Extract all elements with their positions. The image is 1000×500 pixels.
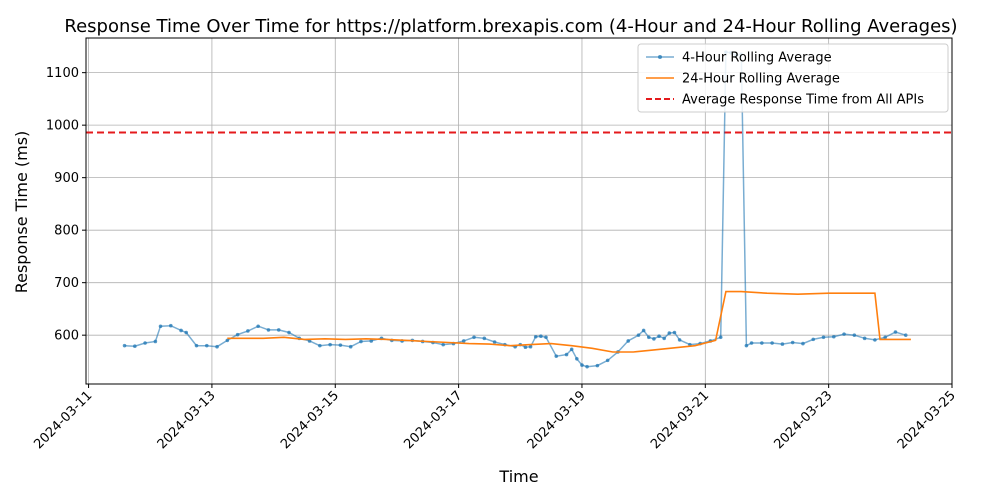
x-tick-label: 2024-03-21 xyxy=(648,388,712,452)
data-point xyxy=(122,343,127,348)
data-point xyxy=(811,337,816,342)
data-point xyxy=(821,335,826,340)
data-point xyxy=(533,334,538,339)
data-point xyxy=(667,331,672,335)
data-point xyxy=(544,335,548,340)
series-layer xyxy=(122,50,911,369)
data-point xyxy=(744,343,749,348)
plot-frame xyxy=(85,37,953,385)
data-point xyxy=(441,342,445,347)
data-point xyxy=(595,363,600,368)
x-axis-label: Time xyxy=(498,467,538,486)
y-tick-label: 1000 xyxy=(46,119,79,134)
y-axis-ticks: 600 700 800 900 1000 1100 xyxy=(46,66,86,344)
data-point xyxy=(852,333,857,337)
data-point xyxy=(626,339,631,343)
data-point xyxy=(482,336,487,341)
data-point xyxy=(133,344,137,348)
data-point xyxy=(328,342,332,347)
data-point xyxy=(893,330,898,334)
data-point xyxy=(780,342,785,346)
y-tick-label: 800 xyxy=(54,224,79,239)
data-point xyxy=(842,332,846,336)
data-point xyxy=(158,324,163,329)
x-tick-label: 2024-03-11 xyxy=(31,388,95,452)
data-point xyxy=(636,333,641,337)
data-point xyxy=(143,341,147,345)
x-tick-label: 2024-03-23 xyxy=(771,388,835,452)
data-point xyxy=(215,344,219,349)
legend-label: Average Response Time from All APIs xyxy=(682,93,924,108)
data-point xyxy=(369,339,374,343)
data-point xyxy=(348,344,353,349)
y-tick-label: 1100 xyxy=(46,66,79,81)
data-point xyxy=(554,354,559,358)
data-point xyxy=(790,340,795,345)
series-line-2 xyxy=(227,290,911,353)
data-point xyxy=(883,335,887,340)
data-point xyxy=(672,330,677,335)
data-point xyxy=(194,343,199,348)
legend-label: 24-Hour Rolling Average xyxy=(682,72,840,87)
data-point xyxy=(801,341,805,346)
data-point xyxy=(575,356,579,361)
x-tick-label: 2024-03-25 xyxy=(895,388,959,452)
data-point xyxy=(677,338,682,342)
data-point xyxy=(266,328,271,332)
data-point xyxy=(184,330,189,335)
data-point xyxy=(641,328,646,333)
data-point xyxy=(256,324,260,329)
data-point xyxy=(585,364,589,369)
data-point xyxy=(492,340,497,344)
legend-label: 4-Hour Rolling Average xyxy=(682,51,832,66)
x-tick-label: 2024-03-17 xyxy=(401,388,465,452)
data-point xyxy=(225,338,230,343)
data-point xyxy=(528,344,533,349)
data-point xyxy=(287,330,291,335)
data-point xyxy=(564,352,569,357)
data-point xyxy=(569,347,574,352)
x-tick-label: 2024-03-15 xyxy=(278,388,342,452)
data-point xyxy=(873,338,877,342)
x-tick-label: 2024-03-19 xyxy=(525,388,589,452)
data-point xyxy=(523,345,528,350)
y-tick-label: 700 xyxy=(54,276,79,291)
data-point xyxy=(749,341,754,345)
x-axis-ticks: 2024-03-11 2024-03-13 2024-03-15 2024-03-17… xyxy=(31,384,959,452)
data-point xyxy=(153,339,158,344)
y-axis-label: Response Time (ms) xyxy=(12,131,31,294)
data-point xyxy=(169,323,173,328)
data-point xyxy=(276,328,281,332)
data-point xyxy=(770,341,774,345)
data-point xyxy=(718,335,723,340)
data-point xyxy=(662,336,666,341)
data-point xyxy=(318,343,322,348)
chart-title: Response Time Over Time for https://plat… xyxy=(64,16,957,37)
data-point xyxy=(831,334,836,339)
data-point xyxy=(903,333,908,337)
data-point xyxy=(646,335,651,340)
data-point xyxy=(862,336,867,341)
data-point xyxy=(539,334,543,339)
data-point xyxy=(338,343,343,347)
data-point xyxy=(472,335,476,340)
data-point xyxy=(204,343,209,348)
legend-box xyxy=(637,43,949,113)
data-point xyxy=(461,339,466,343)
data-point xyxy=(580,363,584,367)
data-point xyxy=(246,329,250,333)
data-point xyxy=(760,341,764,345)
data-point xyxy=(652,337,656,341)
data-point xyxy=(359,339,363,344)
legend: 4-Hour Rolling Average 24-Hour Rolling Av… xyxy=(637,43,949,113)
y-tick-label: 900 xyxy=(54,171,79,186)
data-point xyxy=(657,334,661,339)
legend-marker xyxy=(658,55,662,59)
data-point xyxy=(179,328,183,333)
x-tick-label: 2024-03-13 xyxy=(155,388,219,452)
data-point xyxy=(235,332,240,337)
data-point xyxy=(605,358,610,363)
y-tick-label: 600 xyxy=(54,329,79,344)
